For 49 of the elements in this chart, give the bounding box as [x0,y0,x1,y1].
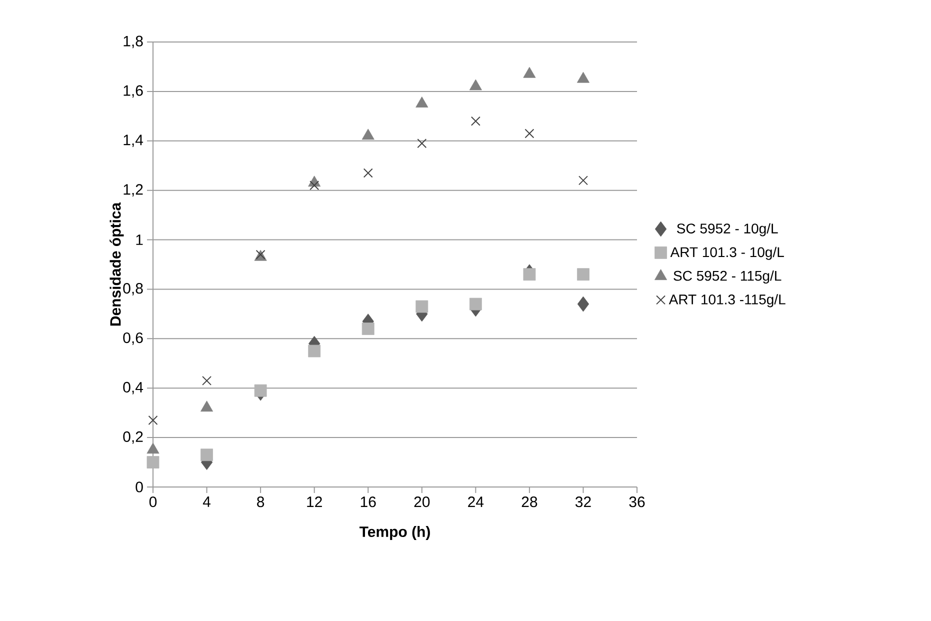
y-tick-label: 1,8 [124,36,143,48]
legend-label: ART 101.3 -115g/L [668,294,786,308]
y-tick-label: 0,4 [123,382,144,394]
y-tick-label: 1,2 [124,184,143,197]
point [417,138,427,148]
x-tick-label: 12 [307,496,322,508]
point [146,456,160,468]
y-tick-label: 0,6 [123,332,143,345]
point [148,416,158,425]
x-tick-label: 8 [257,496,264,508]
point [308,344,321,358]
x-tick-label: 32 [575,496,591,508]
x-tick-label: 4 [202,496,211,507]
point [524,128,534,138]
x-tick-label: 20 [414,496,430,508]
y-tick-label: 0 [136,482,143,492]
point [470,116,480,126]
x-tick-label: 0 [149,496,157,508]
y-tick-label: 0,2 [123,431,143,444]
legend-label: ART 101.3 - 10g/L [670,246,784,260]
y-tick-label: 1,6 [124,85,143,98]
point [577,296,590,312]
x-tick-label: 24 [468,496,484,508]
point [577,268,590,281]
point [578,176,588,186]
legend-label: SC 5952 - 10g/L [677,223,778,236]
point [362,322,374,335]
point [576,72,590,83]
point [310,180,320,190]
point [202,376,212,386]
point [523,268,536,281]
point [416,96,428,108]
point [523,66,536,78]
x-tick-label: 36 [629,496,645,508]
x-tick-label: 28 [522,496,538,508]
point [469,298,482,310]
x-tick-label: 16 [360,496,376,508]
point [362,128,374,140]
point [200,448,213,462]
y-tick-label: 0,8 [123,283,143,296]
point [254,384,267,397]
point [469,79,482,90]
point [363,168,373,178]
x-axis-title: Tempo (h) [359,526,430,540]
point [416,300,428,313]
y-axis-title: Densidade óptica [110,202,124,326]
legend-label: SC 5952 - 115g/L [674,270,782,284]
y-tick-label: 1,4 [124,134,144,147]
y-tick-label: 1 [136,234,143,245]
